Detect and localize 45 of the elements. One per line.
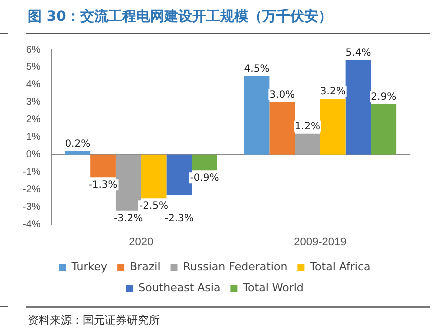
- y-tick-label: 5%: [26, 62, 41, 74]
- chart-title: 图 30：交流工程电网建设开工规模（万千伏安）: [28, 8, 332, 26]
- text: 资料来源：国元证券研究所: [28, 313, 160, 328]
- data-label: -2.3%: [164, 214, 194, 225]
- legend-label: Southeast Asia: [138, 281, 221, 294]
- legend-label: Total World: [242, 281, 304, 294]
- data-label: -3.2%: [114, 213, 144, 224]
- bar: [116, 154, 142, 211]
- y-tick-label: 4%: [26, 80, 41, 91]
- bar: [192, 154, 218, 171]
- y-tick-label: 3%: [26, 97, 41, 108]
- bar: [295, 134, 320, 155]
- data-label: 3.0%: [270, 90, 296, 102]
- data-label: 5.4%: [346, 48, 372, 60]
- bar: [65, 151, 91, 155]
- bar: [346, 60, 372, 155]
- bar: [166, 154, 192, 196]
- x-tick-label: 2020: [129, 236, 154, 248]
- legend-label: Total Africa: [309, 260, 371, 274]
- data-label: 2.9%: [371, 92, 397, 103]
- data-label: -1.3%: [88, 180, 118, 192]
- y-tick-label: 0%: [26, 150, 41, 161]
- bar: [141, 154, 167, 199]
- data-label: -2.5%: [140, 201, 169, 212]
- y-tick-label: -3%: [22, 202, 41, 214]
- bar: [371, 104, 397, 155]
- bar: [320, 98, 346, 155]
- y-tick-label: 2%: [26, 114, 41, 126]
- y-tick-label: -4%: [22, 220, 41, 231]
- data-label: 4.5%: [244, 64, 270, 75]
- y-tick-label: 6%: [26, 44, 41, 56]
- bar: [244, 76, 270, 155]
- legend-label: Turkey: [70, 260, 108, 274]
- y-tick-label: -2%: [22, 184, 41, 196]
- y-tick-label: -1%: [22, 167, 41, 178]
- legend-label: Brazil: [130, 260, 161, 274]
- legend-label: Russian Federation: [183, 260, 288, 274]
- data-label: -0.9%: [190, 173, 220, 184]
- y-tick-label: 1%: [26, 132, 41, 144]
- x-tick-label: 2009-2019: [294, 236, 347, 248]
- bar: [90, 154, 116, 178]
- bar: [270, 102, 296, 155]
- data-label: 0.2%: [65, 138, 91, 150]
- data-label: 3.2%: [320, 86, 346, 98]
- data-label: 1.2%: [295, 122, 320, 132]
